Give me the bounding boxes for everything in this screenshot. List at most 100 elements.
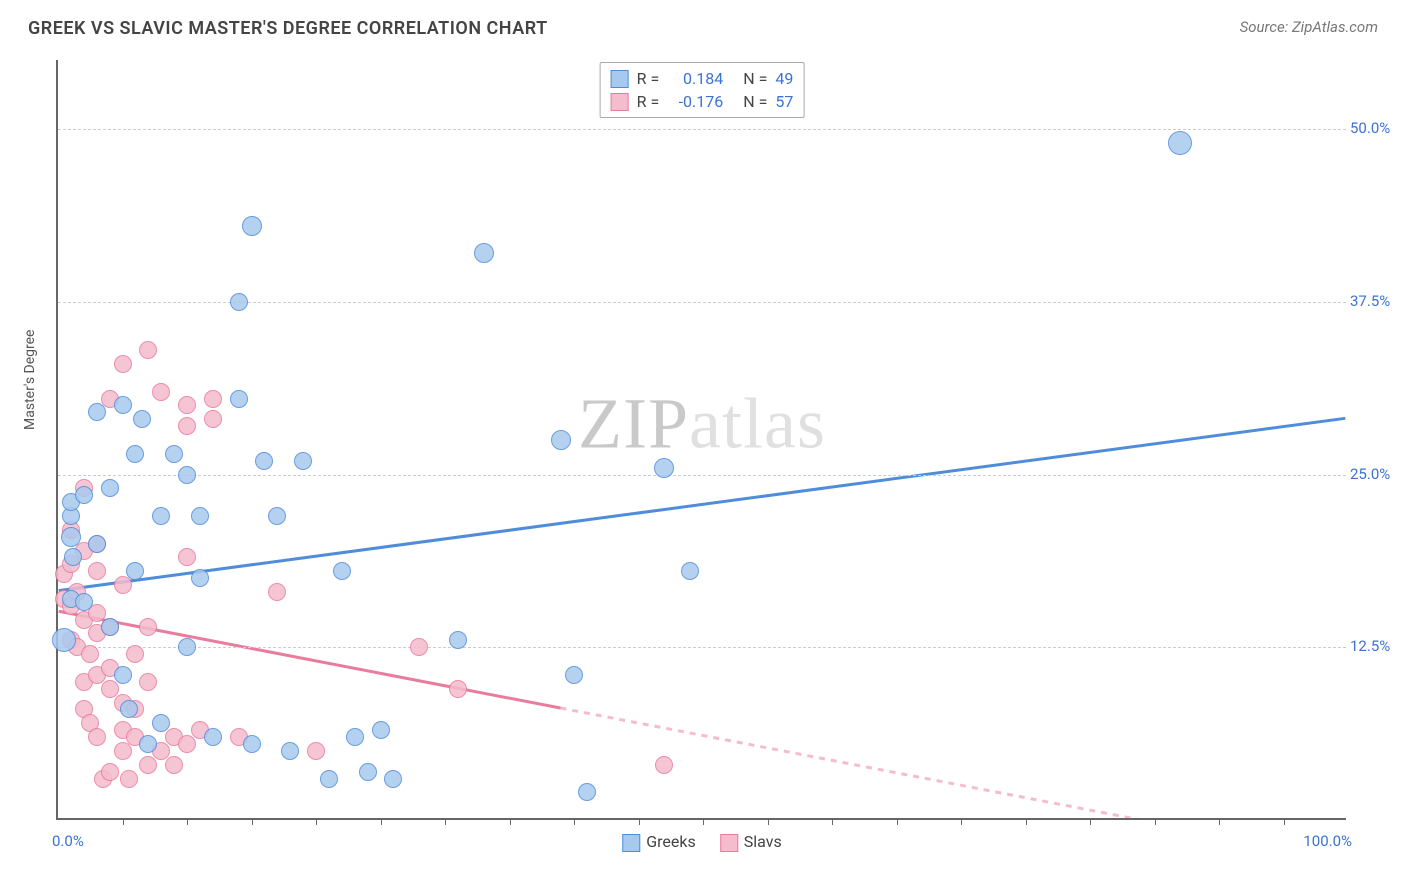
legend-swatch [611,70,629,88]
data-point [139,341,157,359]
data-point [307,742,325,760]
data-point [126,645,144,663]
data-point [204,390,222,408]
data-point [346,728,364,746]
data-point [101,479,119,497]
data-point [178,735,196,753]
data-point [281,742,299,760]
data-point [191,569,209,587]
data-point [114,576,132,594]
scatter-plot: ZIPatlas R =0.184N =49R =-0.176N =57 Gre… [56,60,1346,820]
x-tick [1090,818,1091,825]
y-axis-label: Master's Degree [22,330,38,430]
data-point [565,666,583,684]
data-point [384,770,402,788]
watermark: ZIPatlas [578,382,826,465]
x-tick [639,818,640,825]
y-tick-label: 12.5% [1350,637,1406,655]
x-tick [961,818,962,825]
series-legend: Greeks Slavs [622,832,782,852]
data-point [178,548,196,566]
data-point [165,445,183,463]
data-point [191,507,209,525]
data-point [75,486,93,504]
legend-swatch [622,834,640,852]
data-point [654,458,674,478]
data-point [64,548,82,566]
legend-swatch [611,93,629,111]
data-point [255,452,273,470]
x-tick [768,818,769,825]
source-attribution: Source: ZipAtlas.com [1240,18,1378,36]
x-tick [510,818,511,825]
data-point [139,618,157,636]
data-point [101,618,119,636]
data-point [126,445,144,463]
data-point [449,631,467,649]
y-tick-label: 50.0% [1350,119,1406,137]
legend-n-label: N = [743,92,767,111]
legend-n-value: 49 [775,69,793,88]
data-point [81,645,99,663]
data-point [294,452,312,470]
x-tick [897,818,898,825]
x-tick [1026,818,1027,825]
data-point [88,535,106,553]
legend-r-value: -0.176 [667,92,723,111]
x-tick [1219,818,1220,825]
data-point [333,562,351,580]
data-point [204,728,222,746]
data-point [126,562,144,580]
data-point [655,756,673,774]
gridline [58,129,1346,130]
data-point [114,355,132,373]
data-point [681,562,699,580]
legend-swatch [720,834,738,852]
legend-label: Slavs [744,832,782,851]
data-point [242,216,262,236]
data-point [133,410,151,428]
data-point [88,562,106,580]
x-tick [252,818,253,825]
legend-r-value: 0.184 [667,69,723,88]
data-point [120,700,138,718]
data-point [243,735,261,753]
legend-item: Slavs [720,832,782,852]
data-point [449,680,467,698]
data-point [139,673,157,691]
x-tick [187,818,188,825]
gridline [58,302,1346,303]
data-point [372,721,390,739]
data-point [320,770,338,788]
data-point [139,756,157,774]
correlation-legend: R =0.184N =49R =-0.176N =57 [600,62,805,118]
data-point [204,410,222,428]
y-tick-label: 37.5% [1350,292,1406,310]
data-point [474,243,494,263]
legend-item: Greeks [622,832,696,852]
x-tick [381,818,382,825]
data-point [120,770,138,788]
data-point [578,783,596,801]
legend-r-label: R = [637,92,660,111]
data-point [268,583,286,601]
data-point [410,638,428,656]
data-point [268,507,286,525]
data-point [152,507,170,525]
data-point [551,430,571,450]
data-point [152,714,170,732]
x-axis-min: 0.0% [52,832,84,850]
legend-row: R =-0.176N =57 [611,90,794,113]
data-point [359,763,377,781]
x-tick [445,818,446,825]
data-point [114,666,132,684]
trendline [560,708,1345,818]
data-point [88,403,106,421]
x-tick [123,818,124,825]
data-point [61,527,81,547]
data-point [1168,131,1192,155]
data-point [114,396,132,414]
data-point [52,628,76,652]
data-point [230,293,248,311]
legend-n-label: N = [743,69,767,88]
